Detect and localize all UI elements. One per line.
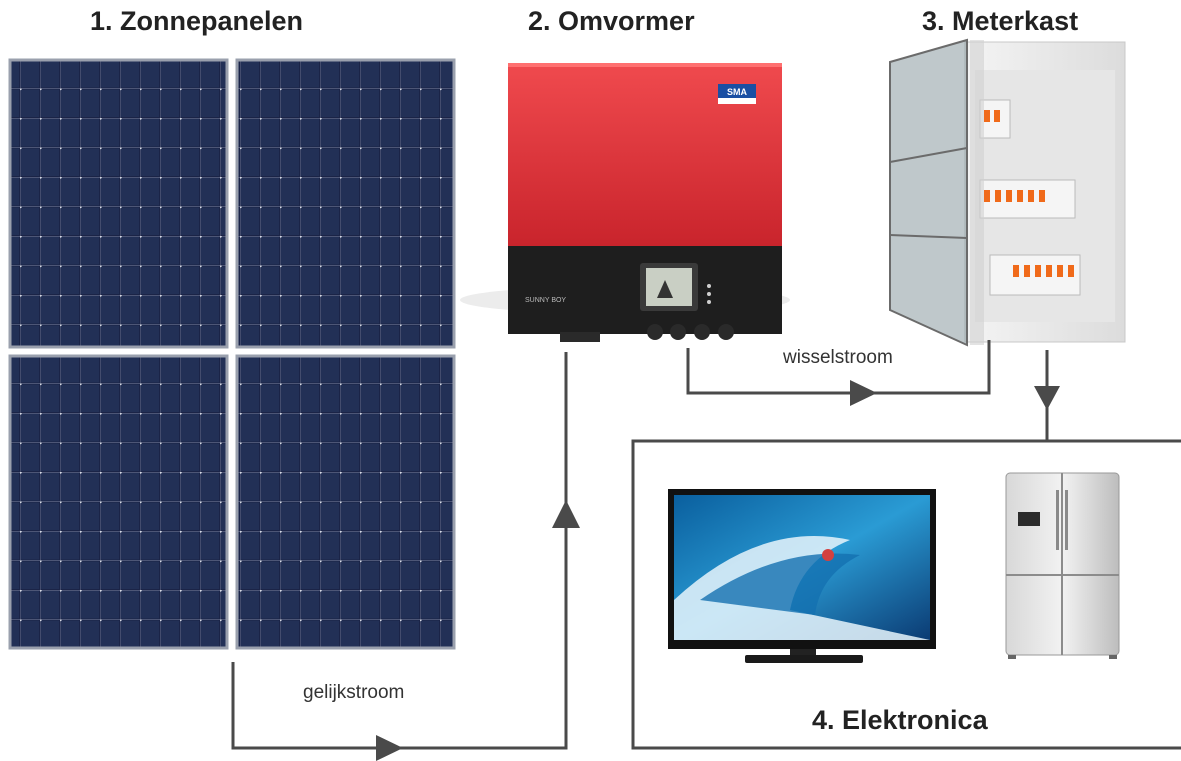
ac-flow-label: wisselstroom [783, 347, 893, 368]
inverter-brand: SMA [727, 87, 748, 97]
step-title-inverter: 2. Omvormer [528, 6, 695, 36]
tv-icon [668, 489, 936, 663]
ac-arrow-right-icon [850, 380, 877, 406]
breakers [979, 99, 1081, 296]
dc-flow-label: gelijkstroom [303, 682, 405, 703]
meter-cabinet [889, 38, 1126, 347]
inverter: SMA SUNNY BOY [460, 63, 790, 342]
solar-panel-bottom-right [235, 354, 456, 650]
down-arrow-icon [1034, 386, 1060, 410]
fridge-icon [1005, 472, 1120, 659]
dc-arrow-right-icon [376, 735, 403, 761]
solar-panel-top-left [8, 58, 229, 349]
cabinet-door [889, 38, 968, 347]
electronics-box [631, 439, 1181, 750]
solar-panels [8, 58, 456, 650]
solar-panel-top-right [235, 58, 456, 349]
step-title-meter-cabinet: 3. Meterkast [922, 6, 1079, 36]
dc-arrow-up-icon [552, 500, 580, 528]
step-title-electronics: 4. Elektronica [812, 705, 988, 735]
ac-flow-line [686, 340, 991, 395]
step-title-solar-panels: 1. Zonnepanelen [90, 6, 304, 36]
inverter-model: SUNNY BOY [525, 297, 566, 304]
solar-panel-bottom-left [8, 354, 229, 650]
